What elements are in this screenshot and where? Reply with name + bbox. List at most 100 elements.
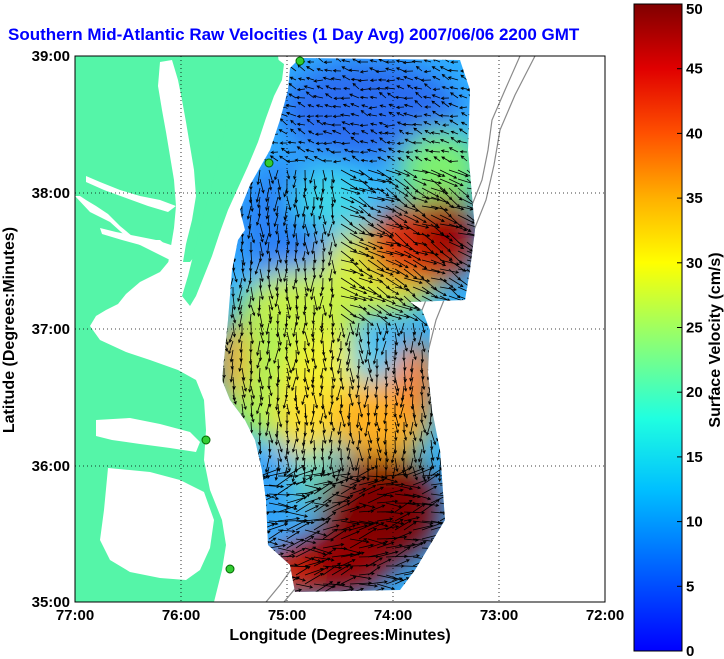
velocity-arrow	[448, 147, 459, 153]
velocity-arrow	[376, 295, 396, 305]
velocity-arrow	[274, 169, 279, 181]
velocity-arrow	[277, 504, 298, 513]
velocity-arrow	[352, 82, 360, 90]
velocity-arrow	[229, 349, 234, 363]
velocity-arrow	[313, 394, 319, 409]
velocity-arrow	[332, 140, 342, 144]
velocity-arrow	[359, 87, 369, 92]
chesapeake-bay	[156, 60, 196, 330]
velocity-arrow	[367, 304, 383, 314]
velocity-arrow	[379, 104, 387, 108]
velocity-arrow	[399, 394, 405, 408]
velocity-arrow	[358, 331, 363, 343]
velocity-arrow	[368, 106, 378, 110]
velocity-arrow	[312, 94, 324, 99]
velocity-arrow	[311, 241, 315, 255]
velocity-arrow	[351, 132, 360, 136]
velocity-arrow	[457, 223, 472, 232]
velocity-arrow	[268, 430, 274, 444]
velocity-arrow	[324, 104, 333, 108]
velocity-arrow	[349, 196, 368, 207]
velocity-arrow	[384, 376, 389, 388]
velocity-arrow	[439, 241, 451, 253]
velocity-arrow	[411, 141, 423, 145]
velocity-arrow	[426, 421, 432, 436]
velocity-arrow	[304, 505, 320, 513]
velocity-arrow	[286, 520, 307, 531]
velocity-arrow	[268, 470, 290, 477]
velocity-arrow	[259, 468, 281, 477]
velocity-arrow	[279, 141, 288, 145]
velocity-arrow	[301, 394, 306, 406]
velocity-arrow	[376, 517, 394, 522]
velocity-arrow	[331, 232, 337, 248]
velocity-arrow	[403, 412, 409, 428]
velocity-arrow	[309, 412, 315, 426]
velocity-arrow	[414, 149, 423, 153]
velocity-arrow	[376, 268, 394, 276]
velocity-arrow	[255, 187, 261, 203]
velocity-arrow	[409, 367, 414, 382]
velocity-arrow	[319, 268, 324, 279]
velocity-arrow	[376, 550, 399, 558]
velocity-arrow	[394, 484, 413, 491]
velocity-arrow	[248, 313, 252, 326]
velocity-arrow	[423, 113, 432, 117]
velocity-arrow	[349, 169, 365, 176]
colorbar-tick-label: 25	[686, 320, 703, 337]
velocity-arrow	[265, 205, 270, 220]
velocity-arrow	[316, 85, 324, 90]
velocity-arrow	[409, 385, 414, 398]
velocity-arrow	[341, 66, 351, 72]
velocity-arrow	[347, 340, 351, 352]
velocity-arrow	[369, 59, 378, 63]
velocity-arrow	[321, 259, 325, 272]
velocity-arrow	[394, 259, 409, 269]
velocity-arrow	[403, 223, 421, 236]
velocity-arrow	[259, 223, 265, 239]
velocity-arrow	[376, 322, 382, 336]
velocity-arrow	[386, 92, 396, 99]
hf-radar-stations	[201, 56, 305, 574]
velocity-arrow	[284, 340, 289, 351]
velocity-arrow	[295, 286, 300, 300]
velocity-arrow	[430, 430, 437, 446]
velocity-arrow	[415, 91, 423, 99]
velocity-arrow	[394, 178, 410, 190]
velocity-arrow	[273, 196, 279, 213]
velocity-arrow	[332, 114, 342, 119]
velocity-arrow	[348, 385, 352, 398]
velocity-arrow	[295, 476, 313, 486]
velocity-arrow	[413, 86, 423, 90]
velocity-arrow	[439, 178, 459, 187]
velocity-arrow	[268, 448, 272, 460]
velocity-arrow	[449, 114, 459, 119]
x-axis-label: Longitude (Degrees:Minutes)	[229, 627, 450, 644]
velocity-arrow	[273, 349, 279, 365]
velocity-arrow	[394, 519, 412, 531]
velocity-arrow	[277, 268, 283, 283]
velocity-arrow	[302, 232, 307, 247]
velocity-arrow	[448, 102, 459, 108]
x-tick-label: 76:00	[162, 607, 200, 624]
velocity-arrow	[398, 129, 405, 135]
velocity-arrow	[283, 214, 288, 227]
velocity-arrow	[241, 268, 247, 283]
velocity-arrow	[394, 223, 410, 230]
velocity-arrow	[332, 87, 342, 91]
velocity-arrow	[355, 385, 360, 399]
velocity-arrow	[412, 412, 418, 428]
velocity-arrow	[304, 572, 324, 585]
velocity-arrow	[349, 493, 366, 504]
velocity-arrow	[403, 112, 414, 117]
velocity-arrow	[399, 322, 405, 335]
velocity-arrow	[432, 87, 441, 92]
velocity-arrow	[376, 439, 382, 454]
velocity-arrow	[376, 313, 391, 326]
velocity-arrow	[259, 331, 265, 344]
velocity-arrow	[421, 137, 432, 144]
velocity-arrow	[370, 139, 378, 144]
velocity-arrow	[311, 313, 315, 325]
velocity-arrow	[309, 430, 315, 445]
velocity-arrow	[340, 566, 354, 576]
